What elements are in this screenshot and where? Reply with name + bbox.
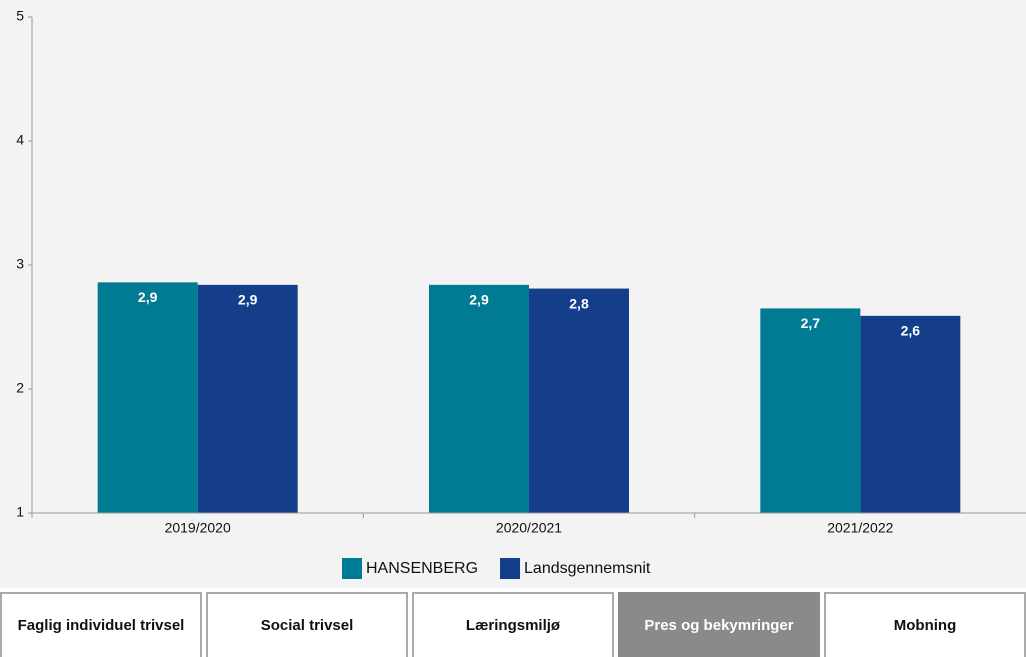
x-tick-label: 2020/2021	[496, 520, 562, 536]
x-tick-label: 2021/2022	[827, 520, 893, 536]
y-tick-label: 5	[16, 8, 24, 24]
chart: 1 2 3 4 5 2019/2020 2,9 2,9 2020/2021 2,9 2,8 2021/…	[0, 0, 1026, 588]
y-tick-label: 2	[16, 380, 24, 396]
bar	[429, 284, 529, 513]
legend-label: HANSENBERG	[366, 560, 478, 577]
value-label: 2,7	[801, 315, 821, 331]
bar	[529, 288, 629, 513]
bar	[860, 315, 961, 513]
bar	[197, 284, 298, 513]
tab[interactable]: Mobning	[824, 592, 1026, 657]
y-tick-label: 1	[16, 504, 24, 520]
value-label: 2,9	[238, 292, 258, 308]
value-label: 2,8	[569, 295, 589, 311]
tab[interactable]: Pres og bekymringer	[618, 592, 820, 657]
tab[interactable]: Læringsmiljø	[412, 592, 614, 657]
tab-bar: Faglig individuel trivsel Social trivsel L…	[0, 592, 1026, 657]
legend-label: Landsgennemsnit	[524, 560, 651, 577]
bar	[760, 308, 861, 513]
value-label: 2,6	[901, 323, 921, 339]
tab[interactable]: Social trivsel	[206, 592, 408, 657]
x-tick-label: 2019/2020	[165, 520, 231, 536]
y-tick-label: 3	[16, 256, 24, 272]
value-label: 2,9	[138, 289, 158, 305]
legend-swatch	[342, 558, 362, 579]
tab[interactable]: Faglig individuel trivsel	[0, 592, 202, 657]
bar	[97, 282, 198, 513]
value-label: 2,9	[469, 292, 489, 308]
y-tick-label: 4	[16, 132, 24, 148]
legend-swatch	[500, 558, 521, 579]
